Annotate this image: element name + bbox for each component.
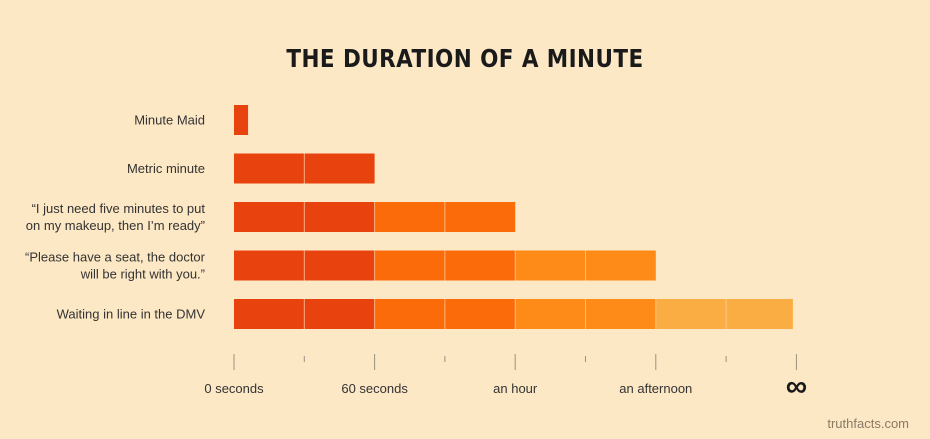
bar-segment xyxy=(444,299,516,329)
bar-segment xyxy=(304,299,375,329)
bar-segment xyxy=(234,105,249,135)
tick-label: an afternoon xyxy=(619,381,692,396)
bar-segment xyxy=(234,202,305,232)
tick-label: 0 seconds xyxy=(204,381,264,396)
bar xyxy=(234,202,516,232)
bar xyxy=(234,299,793,329)
category-label: “Please have a seat, the doctor will be r… xyxy=(25,250,206,282)
source-credit: truthfacts.com xyxy=(827,416,909,431)
bars xyxy=(234,105,793,329)
bar-segment xyxy=(234,299,305,329)
bar-segment xyxy=(374,299,445,329)
bar xyxy=(234,153,375,184)
bar-segment xyxy=(515,299,586,329)
bar xyxy=(234,250,656,281)
infinity-tick-label: ∞ xyxy=(786,370,807,403)
category-labels: Minute Maid Metric minute “I just need fiv… xyxy=(25,113,206,322)
chart-title: THE DURATION OF A MINUTE xyxy=(286,44,644,73)
bar-segment xyxy=(515,250,586,281)
category-label-line: “Please have a seat, the doctor xyxy=(25,250,206,265)
category-label-line: “I just need five minutes to put xyxy=(32,201,206,216)
category-label: “I just need five minutes to put on my ma… xyxy=(26,201,206,233)
bar-segment xyxy=(374,250,445,281)
category-label-line: on my makeup, then I’m ready” xyxy=(26,218,205,233)
bar-segment xyxy=(585,299,656,329)
bar-segment xyxy=(726,299,793,329)
tick-label: 60 seconds xyxy=(341,381,408,396)
category-label: Metric minute xyxy=(127,161,205,176)
bar-segment xyxy=(234,250,305,281)
bar-segment xyxy=(585,250,656,281)
category-label-line: Waiting in line in the DMV xyxy=(57,307,206,322)
category-label: Waiting in line in the DMV xyxy=(57,307,206,322)
bar-segment xyxy=(374,202,445,232)
bar-segment xyxy=(234,153,305,184)
category-label-line: Minute Maid xyxy=(134,113,205,128)
bar-segment xyxy=(304,153,375,184)
bar-segment xyxy=(444,250,516,281)
bar xyxy=(234,105,249,135)
x-axis: 0 seconds 60 seconds an hour an afternoon ∞ xyxy=(204,354,807,403)
bar-segment xyxy=(304,202,375,232)
bar-segment xyxy=(444,202,516,232)
category-label: Minute Maid xyxy=(134,113,205,128)
category-label-line: Metric minute xyxy=(127,161,205,176)
category-label-line: will be right with you.” xyxy=(80,267,205,282)
bar-segment xyxy=(655,299,727,329)
bar-segment xyxy=(304,250,375,281)
tick-label: an hour xyxy=(493,381,538,396)
